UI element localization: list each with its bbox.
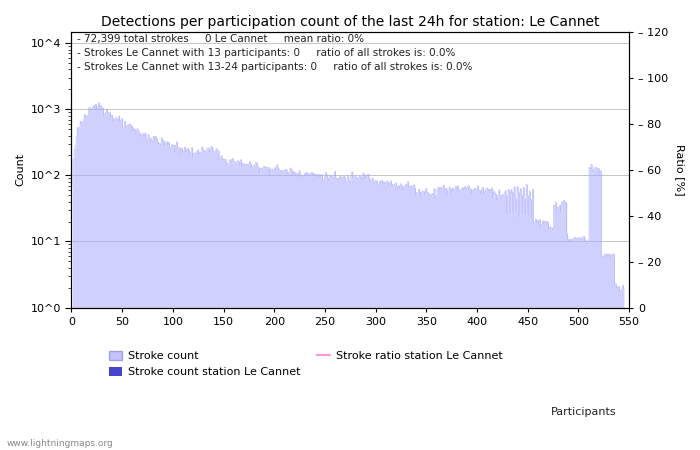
Text: Participants: Participants [550,407,616,417]
Y-axis label: Count: Count [15,153,25,186]
Title: Detections per participation count of the last 24h for station: Le Cannet: Detections per participation count of th… [101,15,599,29]
Y-axis label: Ratio [%]: Ratio [%] [675,144,685,195]
Legend: Stroke count, Stroke count station Le Cannet, Stroke ratio station Le Cannet: Stroke count, Stroke count station Le Ca… [104,346,507,382]
Text: - 72,399 total strokes     0 Le Cannet     mean ratio: 0%
- Strokes Le Cannet wi: - 72,399 total strokes 0 Le Cannet mean … [77,34,473,72]
Text: www.lightningmaps.org: www.lightningmaps.org [7,439,113,448]
